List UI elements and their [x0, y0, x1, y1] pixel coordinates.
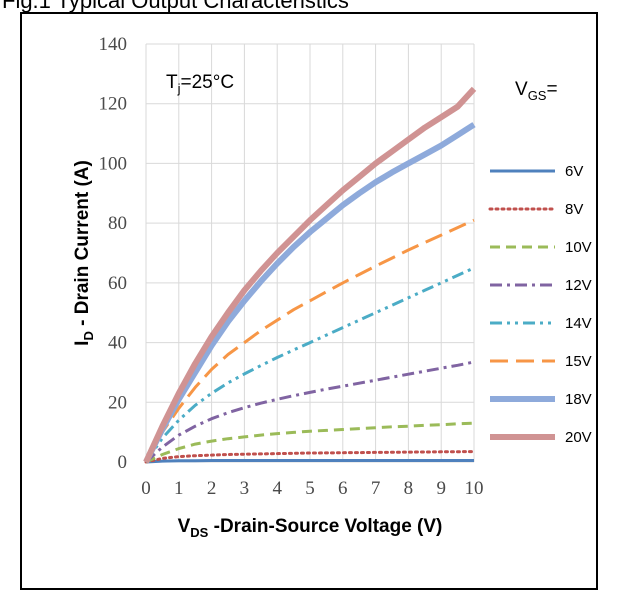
y-tick-label: 120 — [99, 94, 128, 115]
legend-label-10v: 10V — [565, 239, 592, 256]
legend-label-18v: 18V — [565, 391, 592, 408]
legend: 6V 8V 10V 12V 14V 15V 18V 20V — [488, 163, 592, 446]
y-tick-label: 100 — [99, 153, 128, 174]
series-line-10v — [145, 421, 475, 464]
series-line-20v — [143, 86, 477, 464]
x-tick-label: 3 — [240, 478, 250, 499]
gridlines — [145, 43, 475, 463]
legend-label-8v: 8V — [565, 201, 583, 218]
x-tick-label: 10 — [465, 478, 484, 499]
x-tick-label: 7 — [371, 478, 381, 499]
x-axis-title: VDS -Drain-Source Voltage (V) — [178, 516, 443, 540]
legend-label-20v: 20V — [565, 429, 592, 446]
legend-title: VGS= — [515, 79, 558, 103]
x-tick-label: 0 — [141, 478, 151, 499]
series-line-8v — [144, 450, 476, 464]
x-tick-label: 4 — [272, 478, 282, 499]
y-tick-label: 40 — [108, 333, 127, 354]
figure-caption: Fig.1 Typical Output Characteristics — [2, 0, 349, 13]
legend-label-15v: 15V — [565, 353, 592, 370]
y-tick-label: 0 — [118, 452, 128, 473]
y-tick-label: 60 — [108, 273, 127, 294]
x-tick-label: 8 — [404, 478, 414, 499]
y-tick-label: 20 — [108, 392, 127, 413]
series-line-12v — [144, 360, 475, 464]
x-tick-label: 2 — [207, 478, 217, 499]
series-line-18v — [143, 122, 476, 464]
y-tick-label: 140 — [99, 34, 128, 55]
legend-label-14v: 14V — [565, 315, 592, 332]
series-line-14v — [144, 266, 475, 463]
x-tick-label: 5 — [305, 478, 315, 499]
legend-label-6v: 6V — [565, 163, 583, 180]
x-tick-label: 1 — [174, 478, 184, 499]
x-tick-label: 9 — [436, 478, 446, 499]
y-axis-title: ID - Drain Current (A) — [72, 160, 96, 346]
chart-frame — [20, 12, 598, 590]
temperature-annotation: Tj=25°C — [166, 72, 234, 96]
series-line-6v — [145, 459, 474, 464]
y-tick-label: 80 — [108, 213, 127, 234]
series-layer — [143, 86, 477, 464]
x-tick-label: 6 — [338, 478, 348, 499]
legend-label-12v: 12V — [565, 277, 592, 294]
series-line-15v — [144, 218, 475, 463]
